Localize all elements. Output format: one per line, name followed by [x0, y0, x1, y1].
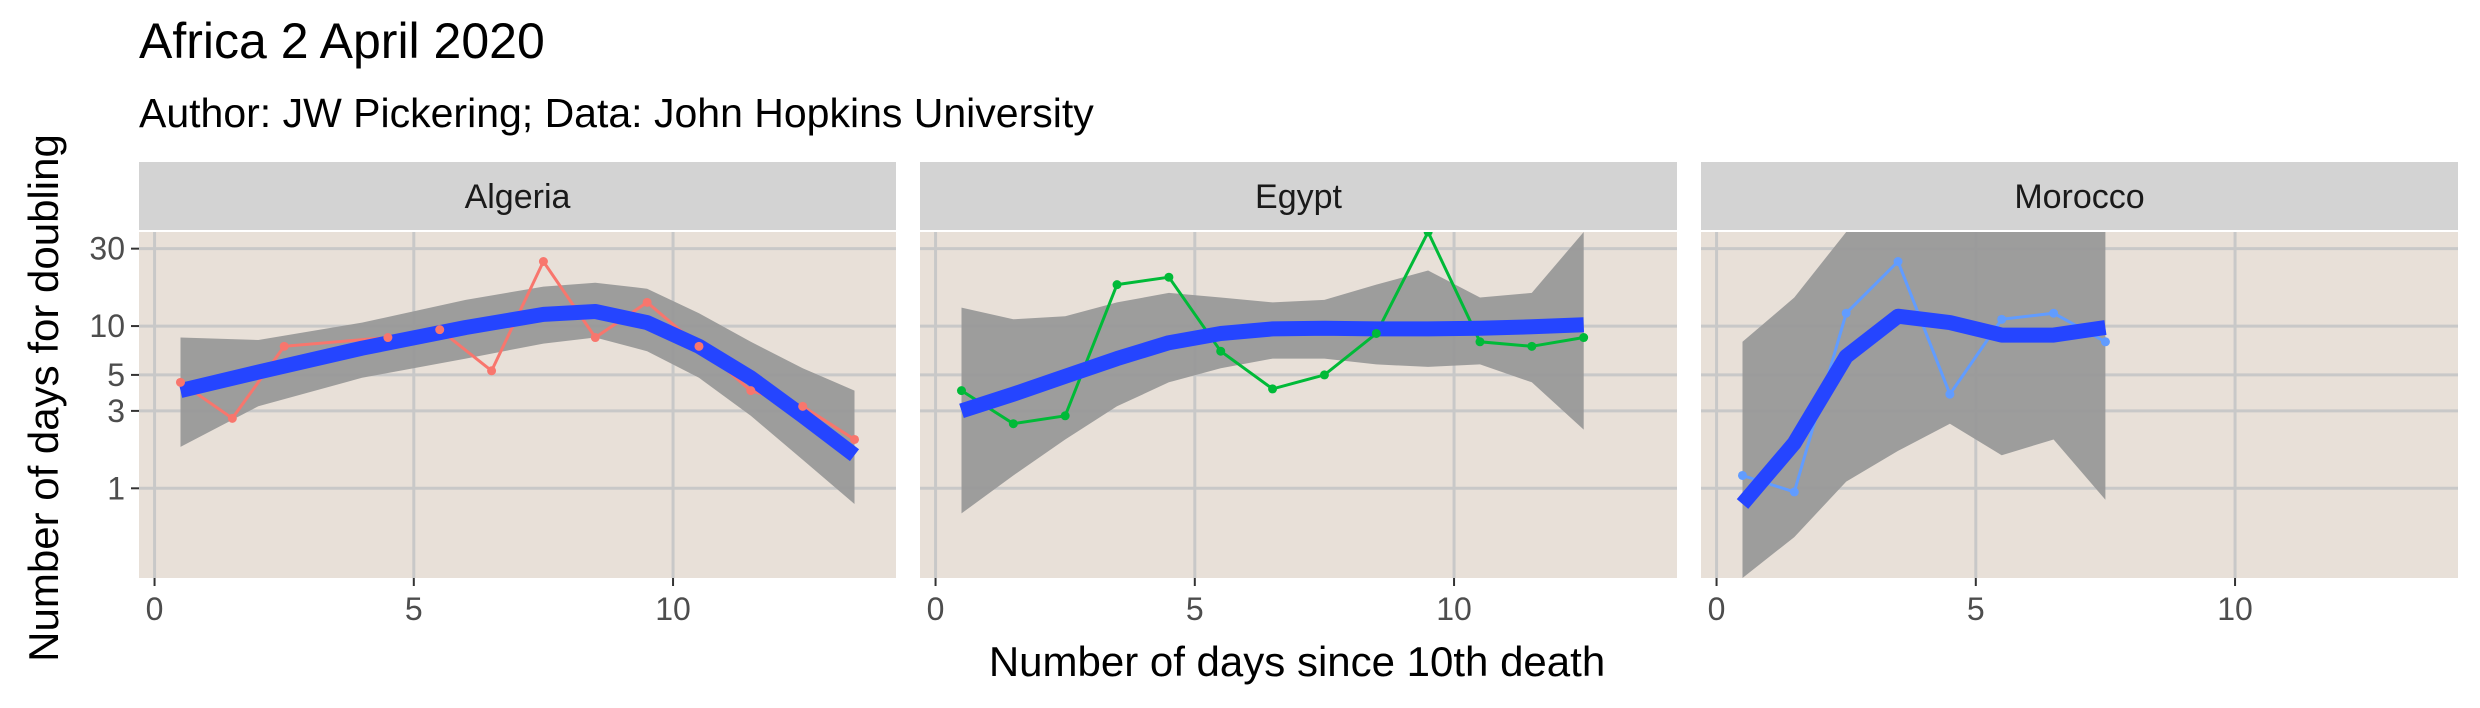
strip-label: Morocco	[2014, 178, 2144, 216]
data-point	[2049, 308, 2059, 318]
data-point	[279, 341, 289, 351]
data-point	[1945, 389, 1955, 399]
data-point	[487, 366, 497, 376]
data-point	[1737, 470, 1747, 480]
x-tick-label: 5	[1186, 591, 1204, 627]
confidence-ribbon	[961, 232, 1584, 514]
data-point	[850, 434, 860, 444]
x-tick-label: 5	[405, 591, 423, 627]
data-point	[1893, 257, 1903, 267]
panel-morocco: Morocco 0 5 10	[1701, 162, 2458, 627]
data-point	[1475, 337, 1485, 347]
data-point	[1008, 419, 1018, 429]
x-tick-label: 10	[655, 591, 691, 627]
data-point	[1112, 280, 1122, 290]
strip-background	[920, 162, 1677, 230]
data-point	[538, 257, 548, 267]
chart-subtitle: Author: JW Pickering; Data: John Hopkins…	[139, 90, 1094, 136]
strip-background	[139, 162, 896, 230]
data-point	[435, 325, 445, 335]
x-tick-label: 10	[2217, 591, 2253, 627]
panel-data-layer	[1736, 232, 2110, 578]
y-tick-label: 30	[89, 231, 125, 267]
panel-data-layer	[956, 232, 1589, 514]
y-tick-label: 10	[89, 308, 125, 344]
chart-title: Africa 2 April 2020	[139, 13, 545, 69]
data-point	[746, 386, 756, 396]
smooth-line	[1736, 308, 2107, 509]
data-point	[1579, 333, 1589, 343]
data-point	[1060, 411, 1070, 421]
x-tick-label: 5	[1967, 591, 1985, 627]
smooth-line	[178, 304, 860, 462]
data-point	[642, 297, 652, 307]
series-line	[1742, 258, 2107, 494]
x-tick-label: 0	[927, 591, 945, 627]
data-point	[1789, 487, 1799, 497]
y-tick-label: 1	[107, 470, 125, 506]
x-axis-title: Number of days since 10th death	[989, 638, 1605, 685]
panel-data-layer	[175, 257, 860, 504]
x-tick-label: 0	[1708, 591, 1726, 627]
strip-background	[1701, 162, 2458, 230]
data-point	[1527, 341, 1537, 351]
data-point	[1371, 328, 1381, 338]
data-point	[956, 386, 966, 396]
smooth-line	[959, 317, 1585, 419]
strip-label: Algeria	[465, 178, 571, 216]
data-point	[227, 413, 237, 423]
panel-egypt: Egypt 0 5 10	[920, 162, 1677, 627]
data-point	[1164, 272, 1174, 282]
data-point	[2100, 337, 2110, 347]
data-point	[383, 333, 393, 343]
data-point	[1997, 314, 2007, 324]
x-tick-label: 10	[1436, 591, 1472, 627]
data-point	[694, 341, 704, 351]
data-point	[1268, 384, 1278, 394]
y-axis-title: Number of days for doubling	[20, 134, 67, 662]
data-point	[1216, 346, 1226, 356]
data-point	[1841, 308, 1851, 318]
data-point	[1319, 370, 1329, 380]
y-tick-label: 3	[107, 393, 125, 429]
y-tick-label: 5	[107, 357, 125, 393]
strip-label: Egypt	[1255, 178, 1342, 216]
data-point	[798, 401, 808, 411]
data-point	[1423, 232, 1433, 237]
data-point	[175, 377, 185, 387]
data-point	[590, 333, 600, 343]
x-tick-label: 0	[146, 591, 164, 627]
